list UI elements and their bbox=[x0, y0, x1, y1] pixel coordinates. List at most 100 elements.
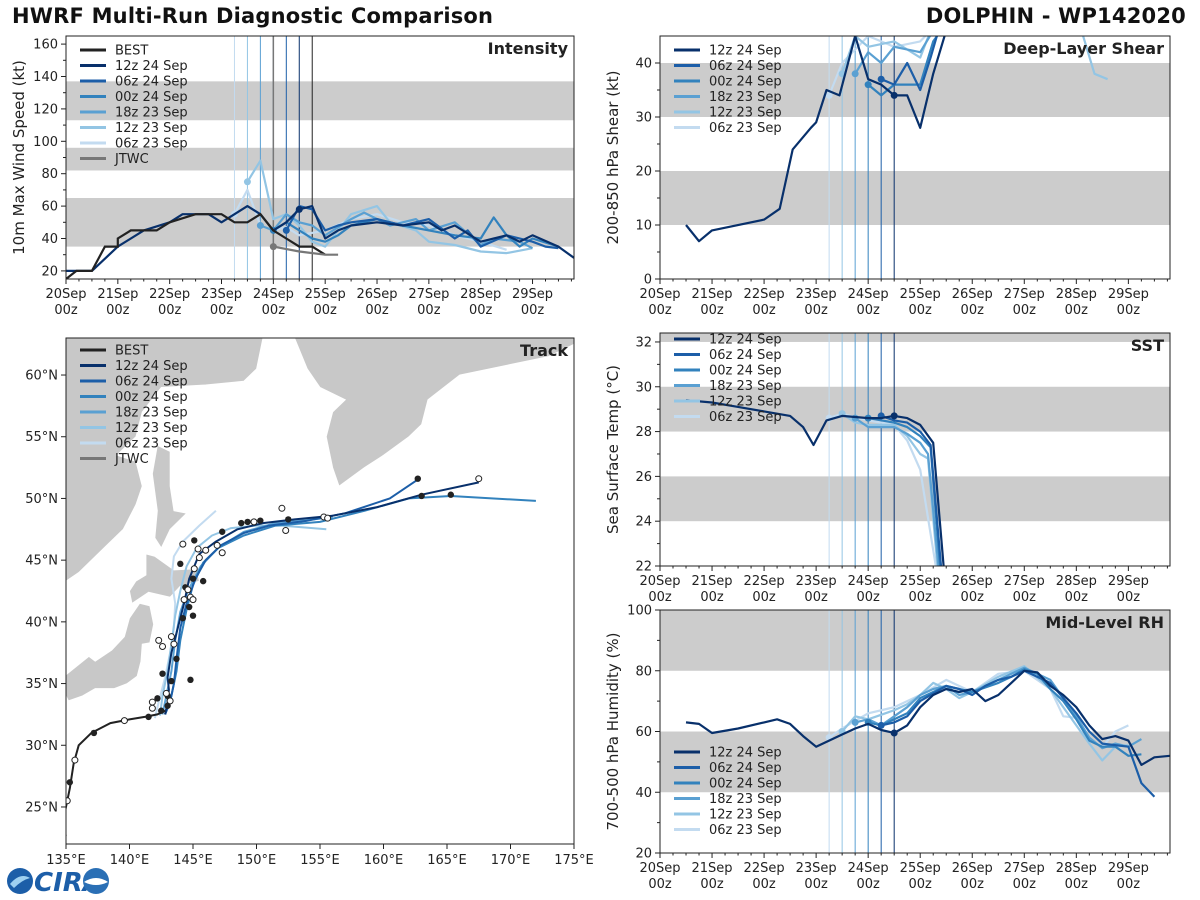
track-point-filled-18 bbox=[154, 695, 161, 702]
track-series-12z-24-sep bbox=[164, 481, 480, 715]
shear-ylabel: 200-850 hPa Shear (kt) bbox=[604, 71, 622, 245]
shear-plot-area bbox=[660, 36, 1170, 279]
shear-ytick-label-10: 10 bbox=[635, 219, 652, 234]
track-legend-label-18z-23-sep: 18z 23 Sep bbox=[115, 406, 188, 421]
shear-point-06z-24-sep bbox=[877, 75, 885, 83]
sst-xtick-sub-25: 00z bbox=[909, 590, 933, 605]
track-point-filled-8 bbox=[177, 560, 184, 568]
shear-legend-label-00z-24-sep: 00z 24 Sep bbox=[709, 75, 782, 90]
shear-title: Deep-Layer Shear bbox=[1003, 39, 1164, 58]
sst-ytick-label-22: 22 bbox=[635, 560, 652, 575]
page-title: HWRF Multi-Run Diagnostic Comparison bbox=[12, 4, 494, 28]
sst-xtick-label-22: 22Sep bbox=[744, 574, 785, 589]
sst-legend-label-00z-24-sep: 00z 24 Sep bbox=[709, 364, 782, 379]
track-ytick-label-55: 55°N bbox=[25, 430, 58, 445]
shear-ytick-label-40: 40 bbox=[635, 57, 652, 72]
intensity-ytick-label-140: 140 bbox=[33, 70, 58, 85]
intensity-xtick-sub-21: 00z bbox=[106, 303, 130, 318]
shear-series-06z-23-sep bbox=[828, 36, 927, 96]
intensity-legend-label-12z-23-sep: 12z 23 Sep bbox=[115, 121, 188, 136]
track-xtick-label-175: 175°E bbox=[554, 853, 594, 868]
sst-xtick-label-23: 23Sep bbox=[796, 574, 837, 589]
sst-xtick-label-26: 26Sep bbox=[952, 574, 993, 589]
track-point-filled-12 bbox=[285, 516, 292, 523]
intensity-ytick-label-160: 160 bbox=[33, 38, 58, 53]
rh-legend-label-18z-23-sep: 18z 23 Sep bbox=[709, 792, 782, 807]
shear-legend-label-06z-24-sep: 06z 24 Sep bbox=[709, 59, 782, 74]
sst-plot-area bbox=[660, 333, 1170, 566]
intensity-legend-label-06z-24-sep: 06z 24 Sep bbox=[115, 75, 188, 90]
shear-xtick-label-24: 24Sep bbox=[848, 287, 889, 302]
rh-xtick-label-22: 22Sep bbox=[744, 861, 785, 876]
shear-point-12z-24-sep bbox=[890, 91, 898, 99]
rh-series-12z-23-sep bbox=[841, 665, 1129, 762]
sst-legend-label-18z-23-sep: 18z 23 Sep bbox=[709, 379, 782, 394]
track-point-open-1 bbox=[159, 643, 167, 651]
rh-xtick-label-28: 28Sep bbox=[1056, 861, 1097, 876]
shear-xtick-label-28: 28Sep bbox=[1056, 287, 1097, 302]
intensity-xtick-sub-22: 00z bbox=[158, 303, 182, 318]
shear-xtick-label-27: 27Sep bbox=[1004, 287, 1045, 302]
intensity-series-best bbox=[66, 212, 326, 279]
intensity-xtick-label-28: 28Sep bbox=[460, 287, 501, 302]
cira-seal-wave-icon bbox=[84, 878, 108, 885]
rh-xtick-sub-23: 00z bbox=[804, 877, 828, 892]
rh-xtick-label-23: 23Sep bbox=[796, 861, 837, 876]
shear-ytick-label-0: 0 bbox=[644, 273, 652, 288]
intensity-legend-label-00z-24-sep: 00z 24 Sep bbox=[115, 90, 188, 105]
shear-xtick-label-20: 20Sep bbox=[639, 287, 680, 302]
intensity-legend-label-06z-23-sep: 06z 23 Sep bbox=[115, 137, 188, 152]
track-point-filled-23 bbox=[191, 537, 198, 544]
sst-xtick-label-27: 27Sep bbox=[1004, 574, 1045, 589]
track-legend-label-06z-24-sep: 06z 24 Sep bbox=[115, 375, 188, 390]
track-point-open-13 bbox=[250, 518, 258, 526]
rh-band-0 bbox=[660, 731, 1170, 793]
intensity-xtick-label-20: 20Sep bbox=[45, 287, 86, 302]
track-point-filled-14 bbox=[447, 491, 455, 498]
shear-xtick-sub-22: 00z bbox=[752, 303, 776, 318]
track-best-open-point-0 bbox=[66, 797, 71, 805]
track-xtick-label-140: 140°E bbox=[110, 853, 150, 868]
cira-swirl-icon bbox=[10, 876, 30, 888]
intensity-ylabel: 10m Max Wind Speed (kt) bbox=[10, 60, 28, 255]
track-map: 135°E 140°E 145°E 150°E 155°E 160°E 165°E 170°E… bbox=[25, 337, 594, 868]
rh-xtick-label-27: 27Sep bbox=[1004, 861, 1045, 876]
rh-legend-label-12z-24-sep: 12z 24 Sep bbox=[709, 746, 782, 761]
intensity-point-18z-23-sep bbox=[256, 222, 264, 230]
sst-band-0 bbox=[660, 476, 1170, 522]
shear-legend-label-12z-24-sep: 12z 24 Sep bbox=[709, 44, 782, 59]
sst-xtick-label-28: 28Sep bbox=[1056, 574, 1097, 589]
sst-frame bbox=[659, 332, 1171, 567]
track-xtick-label-150: 150°E bbox=[237, 853, 277, 868]
sst-title: SST bbox=[1131, 336, 1164, 355]
shear-xtick-sub-25: 00z bbox=[909, 303, 933, 318]
rh-xtick-label-26: 26Sep bbox=[952, 861, 993, 876]
rh-point-06z-24-sep bbox=[877, 721, 885, 729]
rh-chart: 2040608010020Sep00z21Sep00z22Sep00z23Sep… bbox=[604, 604, 1171, 892]
sst-legend-label-12z-24-sep: 12z 24 Sep bbox=[709, 333, 782, 348]
track-title: Track bbox=[520, 341, 568, 360]
track-ytick-label-45: 45°N bbox=[25, 554, 58, 569]
sst-xtick-sub-20: 00z bbox=[648, 590, 672, 605]
intensity-xtick-label-24: 24Sep bbox=[253, 287, 294, 302]
sst-xtick-sub-24: 00z bbox=[856, 590, 880, 605]
intensity-xtick-label-25: 25Sep bbox=[305, 287, 346, 302]
track-land-kamchatka bbox=[294, 338, 574, 487]
sst-legend-label-06z-24-sep: 06z 24 Sep bbox=[709, 348, 782, 363]
track-legend-label-jtwc: JTWC bbox=[114, 452, 149, 467]
rh-plot-area bbox=[660, 610, 1170, 853]
track-legend-label-00z-24-sep: 00z 24 Sep bbox=[115, 390, 188, 405]
track-ytick-label-35: 35°N bbox=[25, 677, 58, 692]
track-point-open-21 bbox=[166, 697, 174, 705]
intensity-ytick-label-100: 100 bbox=[33, 135, 58, 150]
sst-xtick-label-25: 25Sep bbox=[900, 574, 941, 589]
track-ytick-label-30: 30°N bbox=[25, 739, 58, 754]
track-xtick-label-160: 160°E bbox=[364, 853, 404, 868]
shear-point-00z-24-sep bbox=[864, 81, 872, 89]
track-point-filled-15 bbox=[418, 492, 425, 500]
track-xtick-label-135: 135°E bbox=[46, 853, 86, 868]
track-xtick-label-155: 155°E bbox=[300, 853, 340, 868]
rh-ytick-label-60: 60 bbox=[635, 725, 652, 740]
